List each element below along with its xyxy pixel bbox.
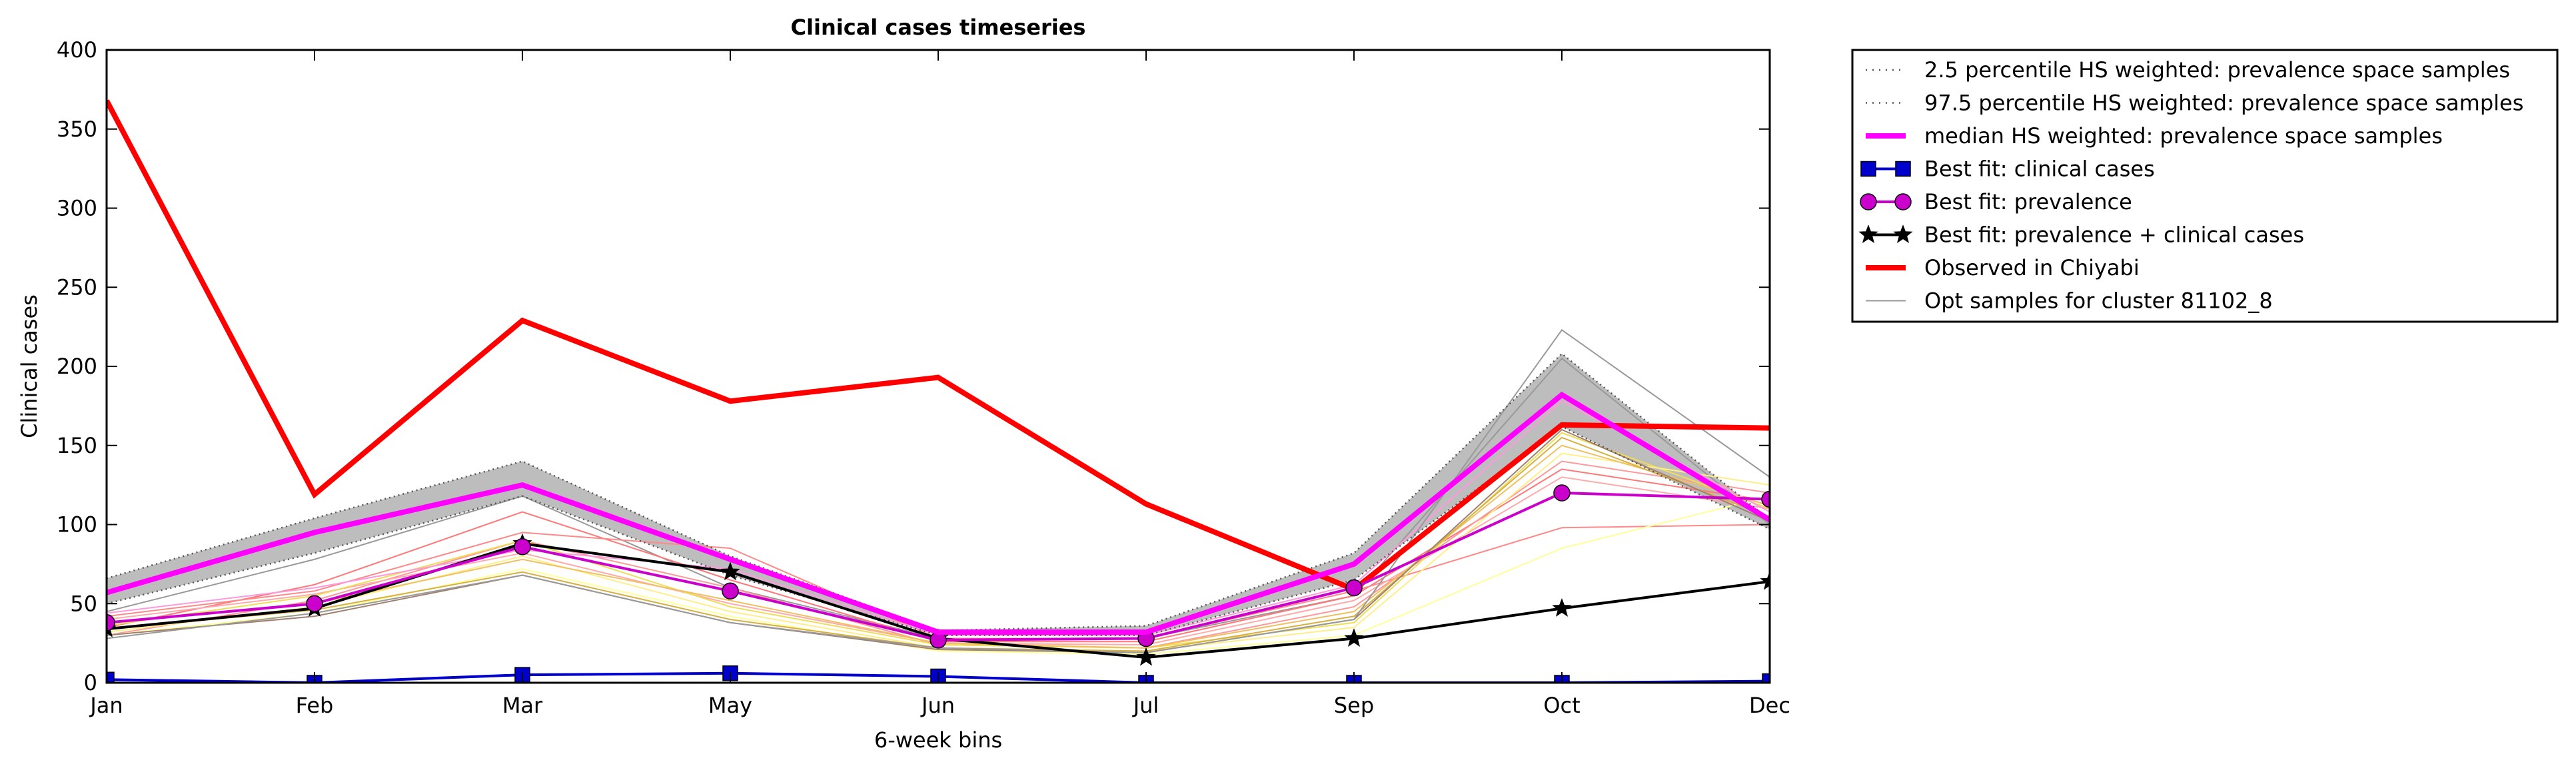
- y-tick-label-200: 200: [57, 354, 97, 379]
- x-tick-label-5: Jun: [920, 693, 955, 718]
- legend-entry-7-label: Observed in Chiyabi: [1924, 255, 2140, 280]
- chart-title: Clinical cases timeseries: [791, 15, 1086, 40]
- y-tick-label-0: 0: [84, 670, 97, 695]
- series-6-point-8: [1552, 597, 1572, 617]
- series-5-point-8: [1553, 484, 1571, 502]
- sample-line-4: [107, 460, 1770, 649]
- series-4-point-1: [107, 671, 115, 683]
- legend-entry-1-label: 2.5 percentile HS weighted: prevalence s…: [1924, 57, 2510, 83]
- legend-entry-5-marker-right: [1894, 193, 1912, 210]
- series-5-point-9: [1761, 490, 1770, 508]
- legend-entry-8-label: Opt samples for cluster 81102_8: [1924, 288, 2273, 314]
- legend-entry-5-marker-left: [1860, 193, 1877, 210]
- series-6-point-7: [1344, 628, 1364, 647]
- y-tick-label-250: 250: [57, 274, 97, 300]
- legend-box: [1851, 49, 2559, 323]
- series-6-point-4: [720, 562, 740, 581]
- x-tick-label-2: Feb: [296, 693, 334, 718]
- plot-contents: [107, 99, 1770, 683]
- series-5-point-4: [722, 582, 739, 599]
- series-5-point-3: [514, 538, 531, 556]
- legend-entry-3-label: median HS weighted: prevalence space sam…: [1924, 123, 2443, 149]
- legend-entry-4-label: Best fit: clinical cases: [1924, 157, 2155, 182]
- x-tick-label-9: Dec: [1749, 693, 1790, 718]
- series-5-point-1: [107, 614, 115, 631]
- legend-entry-4-marker-left: [1860, 161, 1876, 177]
- y-tick-label-100: 100: [57, 512, 97, 538]
- sample-line-11: [107, 428, 1770, 653]
- legend-entry-4-marker-right: [1895, 161, 1911, 177]
- x-tick-label-8: Oct: [1543, 693, 1580, 718]
- series-6-point-9: [1760, 571, 1770, 590]
- y-tick-label-150: 150: [57, 433, 97, 458]
- sample-line-7: [107, 452, 1770, 652]
- series-5-point-2: [306, 595, 323, 612]
- legend-entry-6-marker-left: [1858, 224, 1878, 243]
- y-tick-label-350: 350: [57, 117, 97, 142]
- legend-entry-2-label: 97.5 percentile HS weighted: prevalence …: [1924, 91, 2523, 116]
- series-5-point-7: [1345, 579, 1363, 597]
- series-3-line: [107, 391, 1770, 635]
- x-tick-label-4: May: [708, 693, 752, 718]
- sample-line-8: [107, 495, 1770, 655]
- legend-entry-6-label: Best fit: prevalence + clinical cases: [1924, 222, 2304, 248]
- y-tick-label-400: 400: [57, 37, 97, 63]
- y-tick-label-50: 50: [70, 591, 97, 616]
- sample-line-5: [107, 476, 1770, 646]
- series-6-point-6: [1136, 647, 1156, 666]
- sample-line-10: [107, 436, 1770, 652]
- x-axis-label: 6-week bins: [874, 727, 1002, 753]
- y-tick-label-300: 300: [57, 196, 97, 221]
- x-tick-label-1: Jan: [89, 693, 123, 718]
- series-7-line: [107, 99, 1770, 593]
- x-tick-label-7: Sep: [1334, 693, 1374, 718]
- legend-entry-5-label: Best fit: prevalence: [1924, 189, 2132, 214]
- legend: 2.5 percentile HS weighted: prevalence s…: [1851, 49, 2559, 323]
- series-4-point-9: [1762, 673, 1770, 683]
- legend-entry-6-marker-right: [1893, 224, 1913, 243]
- plot-area: 0 50 100 150 200 250 300 350 400 Jan Feb Mar May Jun J…: [57, 37, 1790, 718]
- x-tick-label-3: Mar: [502, 693, 543, 718]
- y-axis-label: Clinical cases: [17, 294, 42, 438]
- x-tick-label-6: Jul: [1132, 693, 1159, 718]
